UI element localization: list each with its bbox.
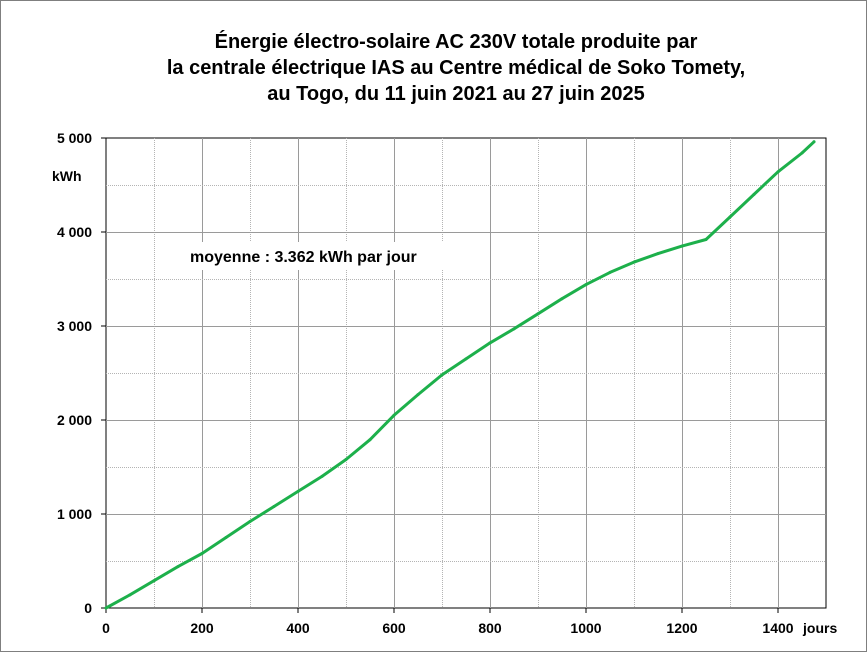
data-point: [320, 474, 324, 478]
data-point: [416, 393, 420, 397]
x-axis-label: jours: [802, 620, 837, 636]
data-point: [752, 192, 756, 196]
data-point: [632, 260, 636, 264]
y-axis-label: kWh: [52, 168, 82, 184]
x-tick-label: 600: [382, 620, 406, 636]
data-point: [728, 215, 732, 219]
y-tick-label: 4 000: [57, 224, 92, 240]
series-group: [104, 140, 816, 610]
data-point: [392, 413, 396, 417]
data-point: [464, 357, 468, 361]
data-point: [488, 341, 492, 345]
data-point: [440, 373, 444, 377]
y-axis-ticks: 0 1 000 2 000 3 000 4 000 5 000: [57, 130, 106, 616]
chart-title-line-3: au Togo, du 11 juin 2021 au 27 juin 2025: [267, 83, 645, 105]
data-point: [368, 438, 372, 442]
x-tick-label: 0: [102, 620, 110, 636]
x-axis-ticks: 0 200 400 600 800 1000 1200 1400: [102, 608, 794, 636]
data-point: [128, 593, 132, 597]
y-tick-label: 2 000: [57, 412, 92, 428]
data-point: [584, 283, 588, 287]
data-point: [104, 606, 108, 610]
data-point: [176, 565, 180, 569]
x-tick-label: 1000: [570, 620, 601, 636]
average-annotation: moyenne : 3.362 kWh par jour: [190, 249, 417, 266]
data-point: [224, 536, 228, 539]
data-point: [512, 327, 516, 331]
data-point: [812, 140, 816, 144]
data-point: [608, 270, 612, 274]
data-point: [248, 520, 252, 524]
data-point: [776, 170, 780, 174]
chart-title-line-2: la centrale électrique IAS au Centre méd…: [167, 57, 745, 79]
y-tick-label: 1 000: [57, 506, 92, 522]
data-point: [200, 551, 204, 555]
chart-title: Énergie électro-solaire AC 230V totale p…: [167, 30, 745, 105]
data-point: [656, 252, 660, 256]
data-point: [296, 489, 300, 493]
data-point: [344, 457, 348, 461]
data-point: [536, 312, 540, 316]
x-tick-label: 200: [190, 620, 214, 636]
data-point: [680, 244, 684, 248]
data-point: [152, 579, 156, 583]
x-tick-label: 1400: [762, 620, 793, 636]
gridlines: [106, 138, 826, 608]
data-point: [272, 504, 276, 508]
y-tick-label: 0: [84, 600, 92, 616]
annotation-background: [185, 242, 467, 270]
y-tick-label: 5 000: [57, 130, 92, 146]
x-tick-label: 800: [478, 620, 502, 636]
chart-title-line-1: Énergie électro-solaire AC 230V totale p…: [215, 30, 698, 53]
x-tick-label: 1200: [666, 620, 697, 636]
data-point: [560, 297, 564, 301]
data-point: [800, 151, 804, 155]
x-tick-label: 400: [286, 620, 310, 636]
data-point: [704, 238, 708, 242]
y-tick-label: 3 000: [57, 318, 92, 334]
